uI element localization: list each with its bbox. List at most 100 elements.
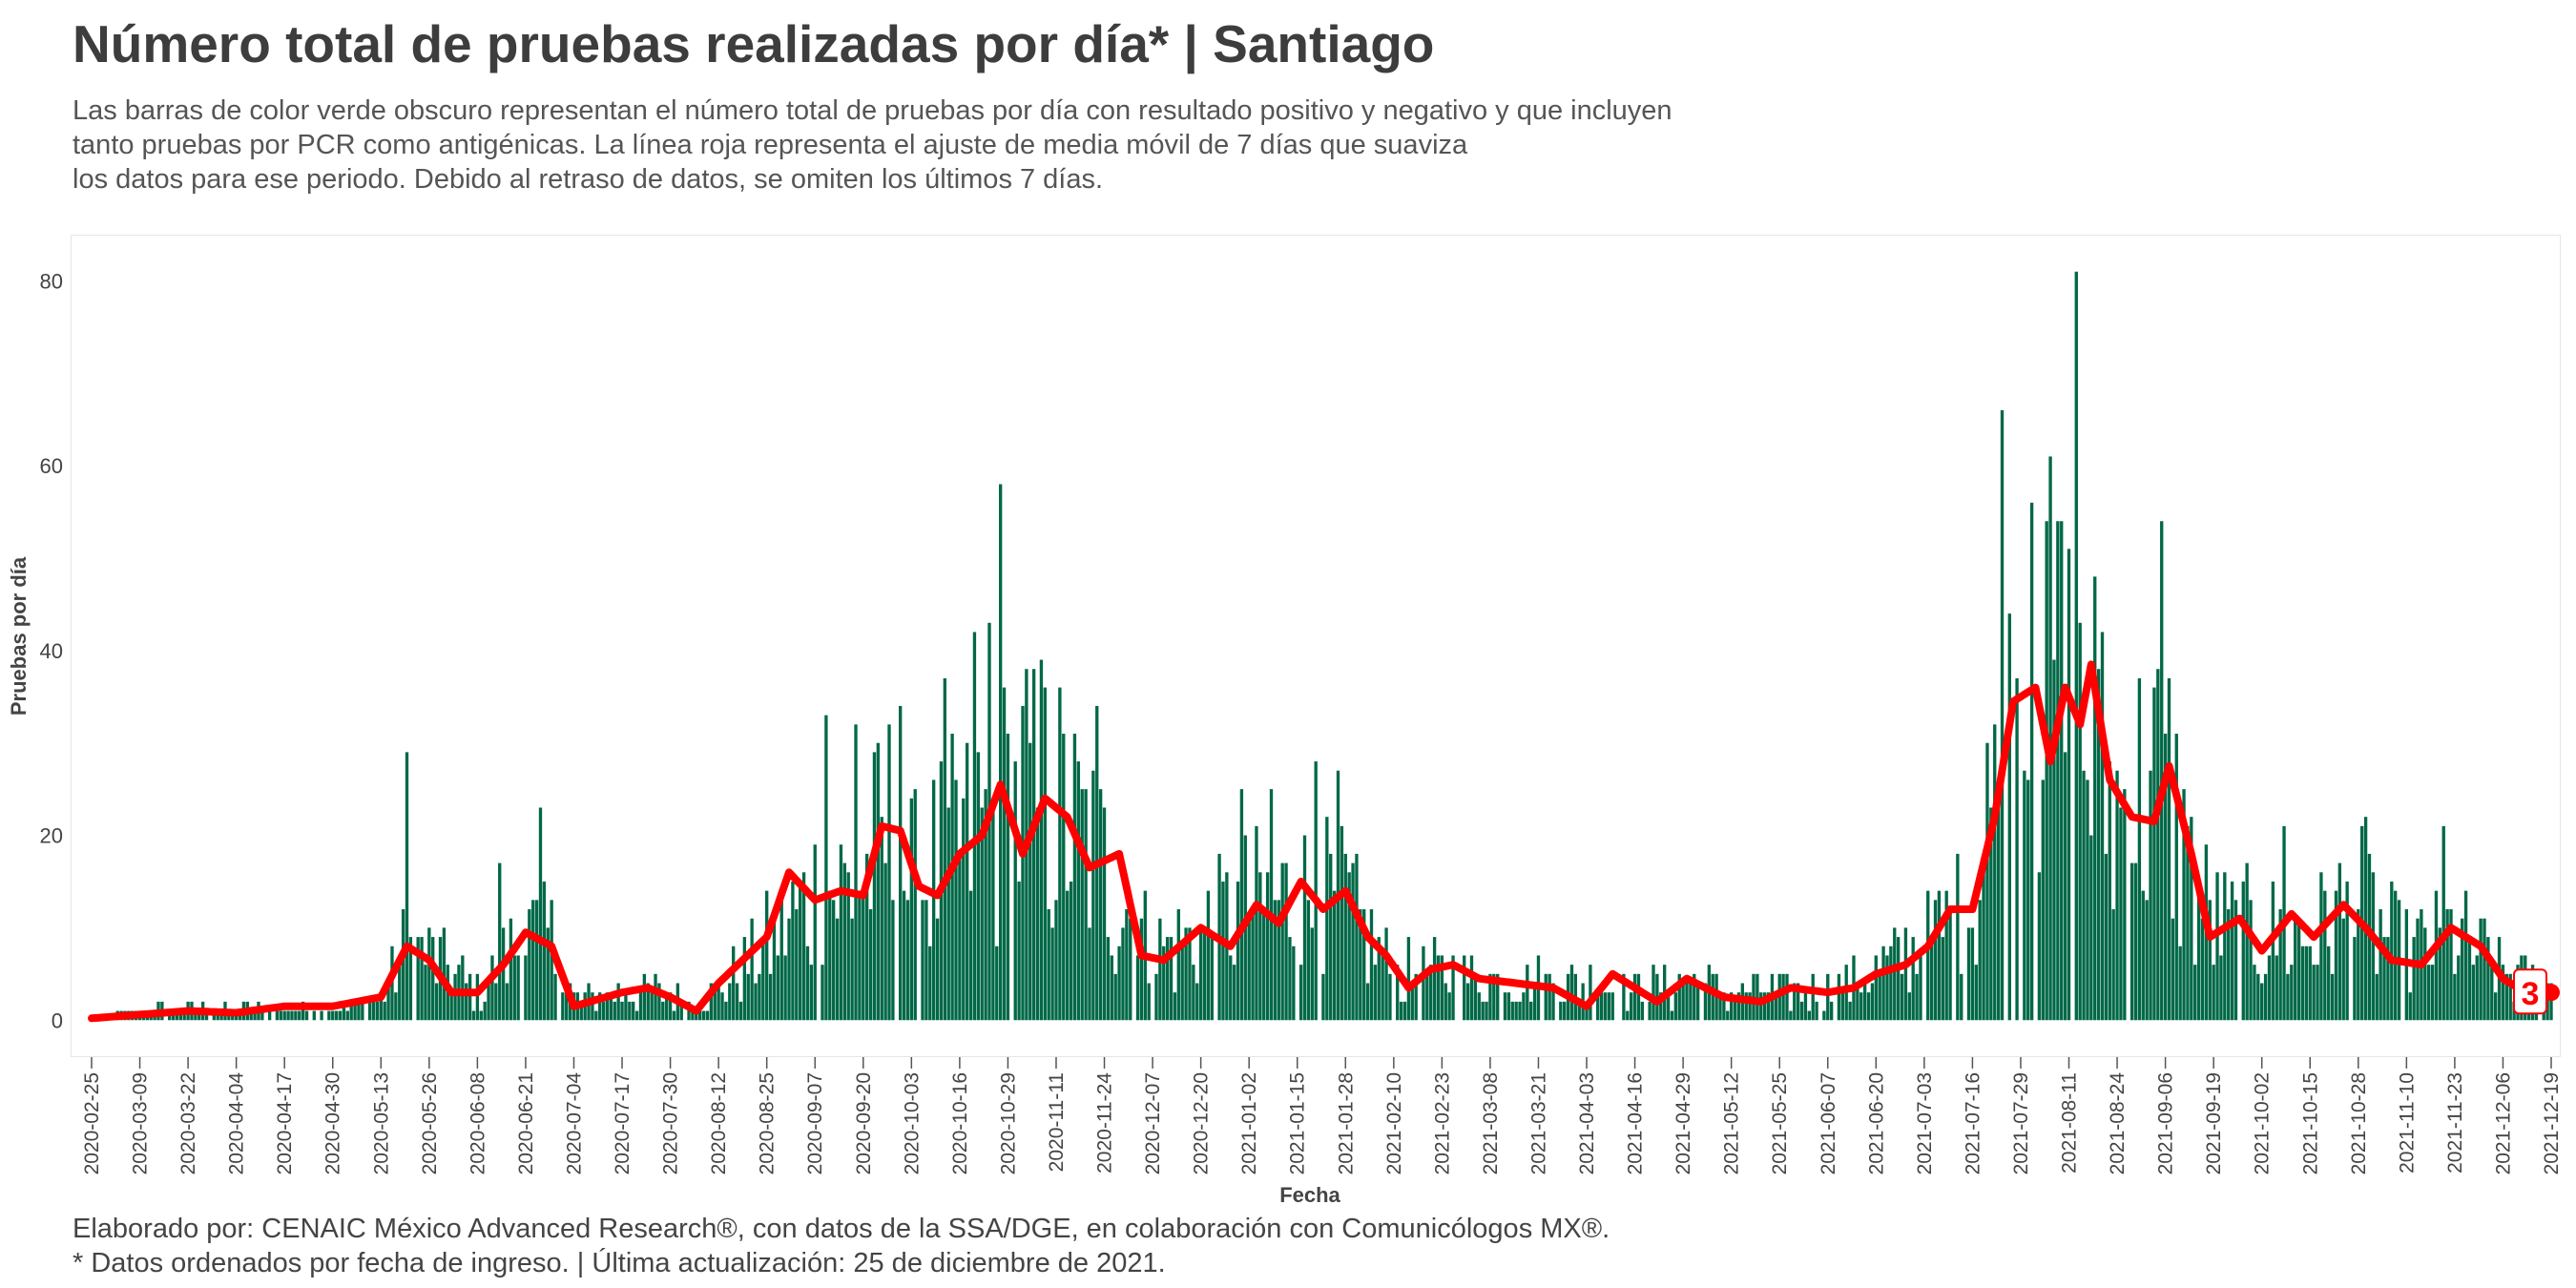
bar [1080,789,1084,1021]
bar [2278,909,2282,1021]
bar [839,844,843,1021]
bar [2475,955,2479,1021]
x-tick-label: 2021-02-10 [1383,1072,1405,1174]
bar [1091,770,1095,1021]
bar [642,973,647,1021]
bar [2453,973,2457,1021]
bar [1165,937,1170,1021]
bar [2508,973,2512,1021]
bar [1803,992,1808,1021]
bar [2086,779,2089,1021]
bar [616,983,620,1021]
bar [1915,973,1919,1021]
bar [294,1010,298,1021]
footer-credit: Elaborado por: CENAIC México Advanced Re… [73,1214,1610,1244]
bar [2545,983,2549,1021]
bar [2430,965,2435,1021]
bar [182,1010,186,1021]
bar [2029,502,2034,1021]
bar [312,1010,316,1021]
x-tick-label: 2021-10-28 [2348,1072,2370,1174]
x-tick-label: 2021-07-29 [2010,1072,2032,1174]
bar [2045,521,2048,1021]
bar [717,983,720,1021]
bar [1503,992,1507,1021]
bar [750,918,754,1021]
bar [383,1001,386,1021]
bar [2286,973,2290,1021]
bar [828,890,832,1021]
bar [2219,955,2223,1021]
bar [1351,862,1355,1021]
bar [304,1010,309,1021]
x-tick-label: 2021-04-29 [1672,1072,1694,1174]
bar [420,937,424,1021]
bar [2015,677,2019,1021]
bar [1859,992,1863,1021]
bar [379,992,383,1021]
bar [1722,992,1726,1021]
bar-series [115,271,2553,1021]
bar [2327,945,2331,1021]
bar [1496,973,1500,1021]
x-tick-label: 2021-11-23 [2444,1072,2466,1174]
bar [1878,973,1881,1021]
bar [1941,937,1944,1021]
bar [761,937,765,1021]
bar [1648,1001,1652,1021]
bar [1359,909,1362,1021]
bar [632,1001,635,1021]
bar [531,900,535,1021]
bar [467,973,472,1021]
bar [1815,1001,1818,1021]
bar [2052,659,2056,1021]
bar [1796,983,1800,1021]
bar [2501,965,2505,1021]
bar [1062,734,1066,1021]
bar [1017,881,1021,1021]
bar [2037,872,2042,1021]
bar [995,945,999,1021]
x-tick-label: 2021-12-06 [2492,1072,2514,1174]
bar [487,983,490,1021]
bar [1321,973,1325,1021]
bar [2441,825,2445,1021]
bar [494,983,498,1021]
bar [720,992,724,1021]
bar [791,881,795,1021]
bar [2504,973,2509,1021]
bar [2163,734,2168,1021]
bar [943,677,946,1021]
bar [2041,779,2045,1021]
bar [301,1001,305,1021]
bar [824,715,828,1021]
x-tick-label: 2020-06-08 [467,1072,488,1174]
bar [1903,927,1908,1021]
bar [434,983,439,1021]
bar [1636,973,1641,1021]
bar [1563,1001,1567,1021]
bar [1822,1010,1826,1021]
bar [2483,918,2486,1021]
bar [1284,862,1288,1021]
bar [2174,734,2178,1021]
bar [431,937,435,1021]
bar [1269,789,1274,1021]
bar [695,1010,698,1021]
bar [609,992,613,1021]
bar [579,1001,583,1021]
x-tick-label: 2021-07-03 [1914,1072,1936,1174]
chart-subtitle: Las barras de color verde obscuro repres… [73,93,1885,197]
x-tick-label: 2021-02-23 [1431,1072,1453,1174]
bar [1919,955,1922,1021]
bar [1548,973,1551,1021]
bar [872,752,877,1021]
bar [1444,983,1447,1021]
bar [795,909,799,1021]
bar [550,900,553,1021]
bar [2141,890,2145,1021]
bar [1881,945,1885,1021]
bar [1043,687,1047,1021]
bar [298,1010,301,1021]
bar [1889,945,1893,1021]
